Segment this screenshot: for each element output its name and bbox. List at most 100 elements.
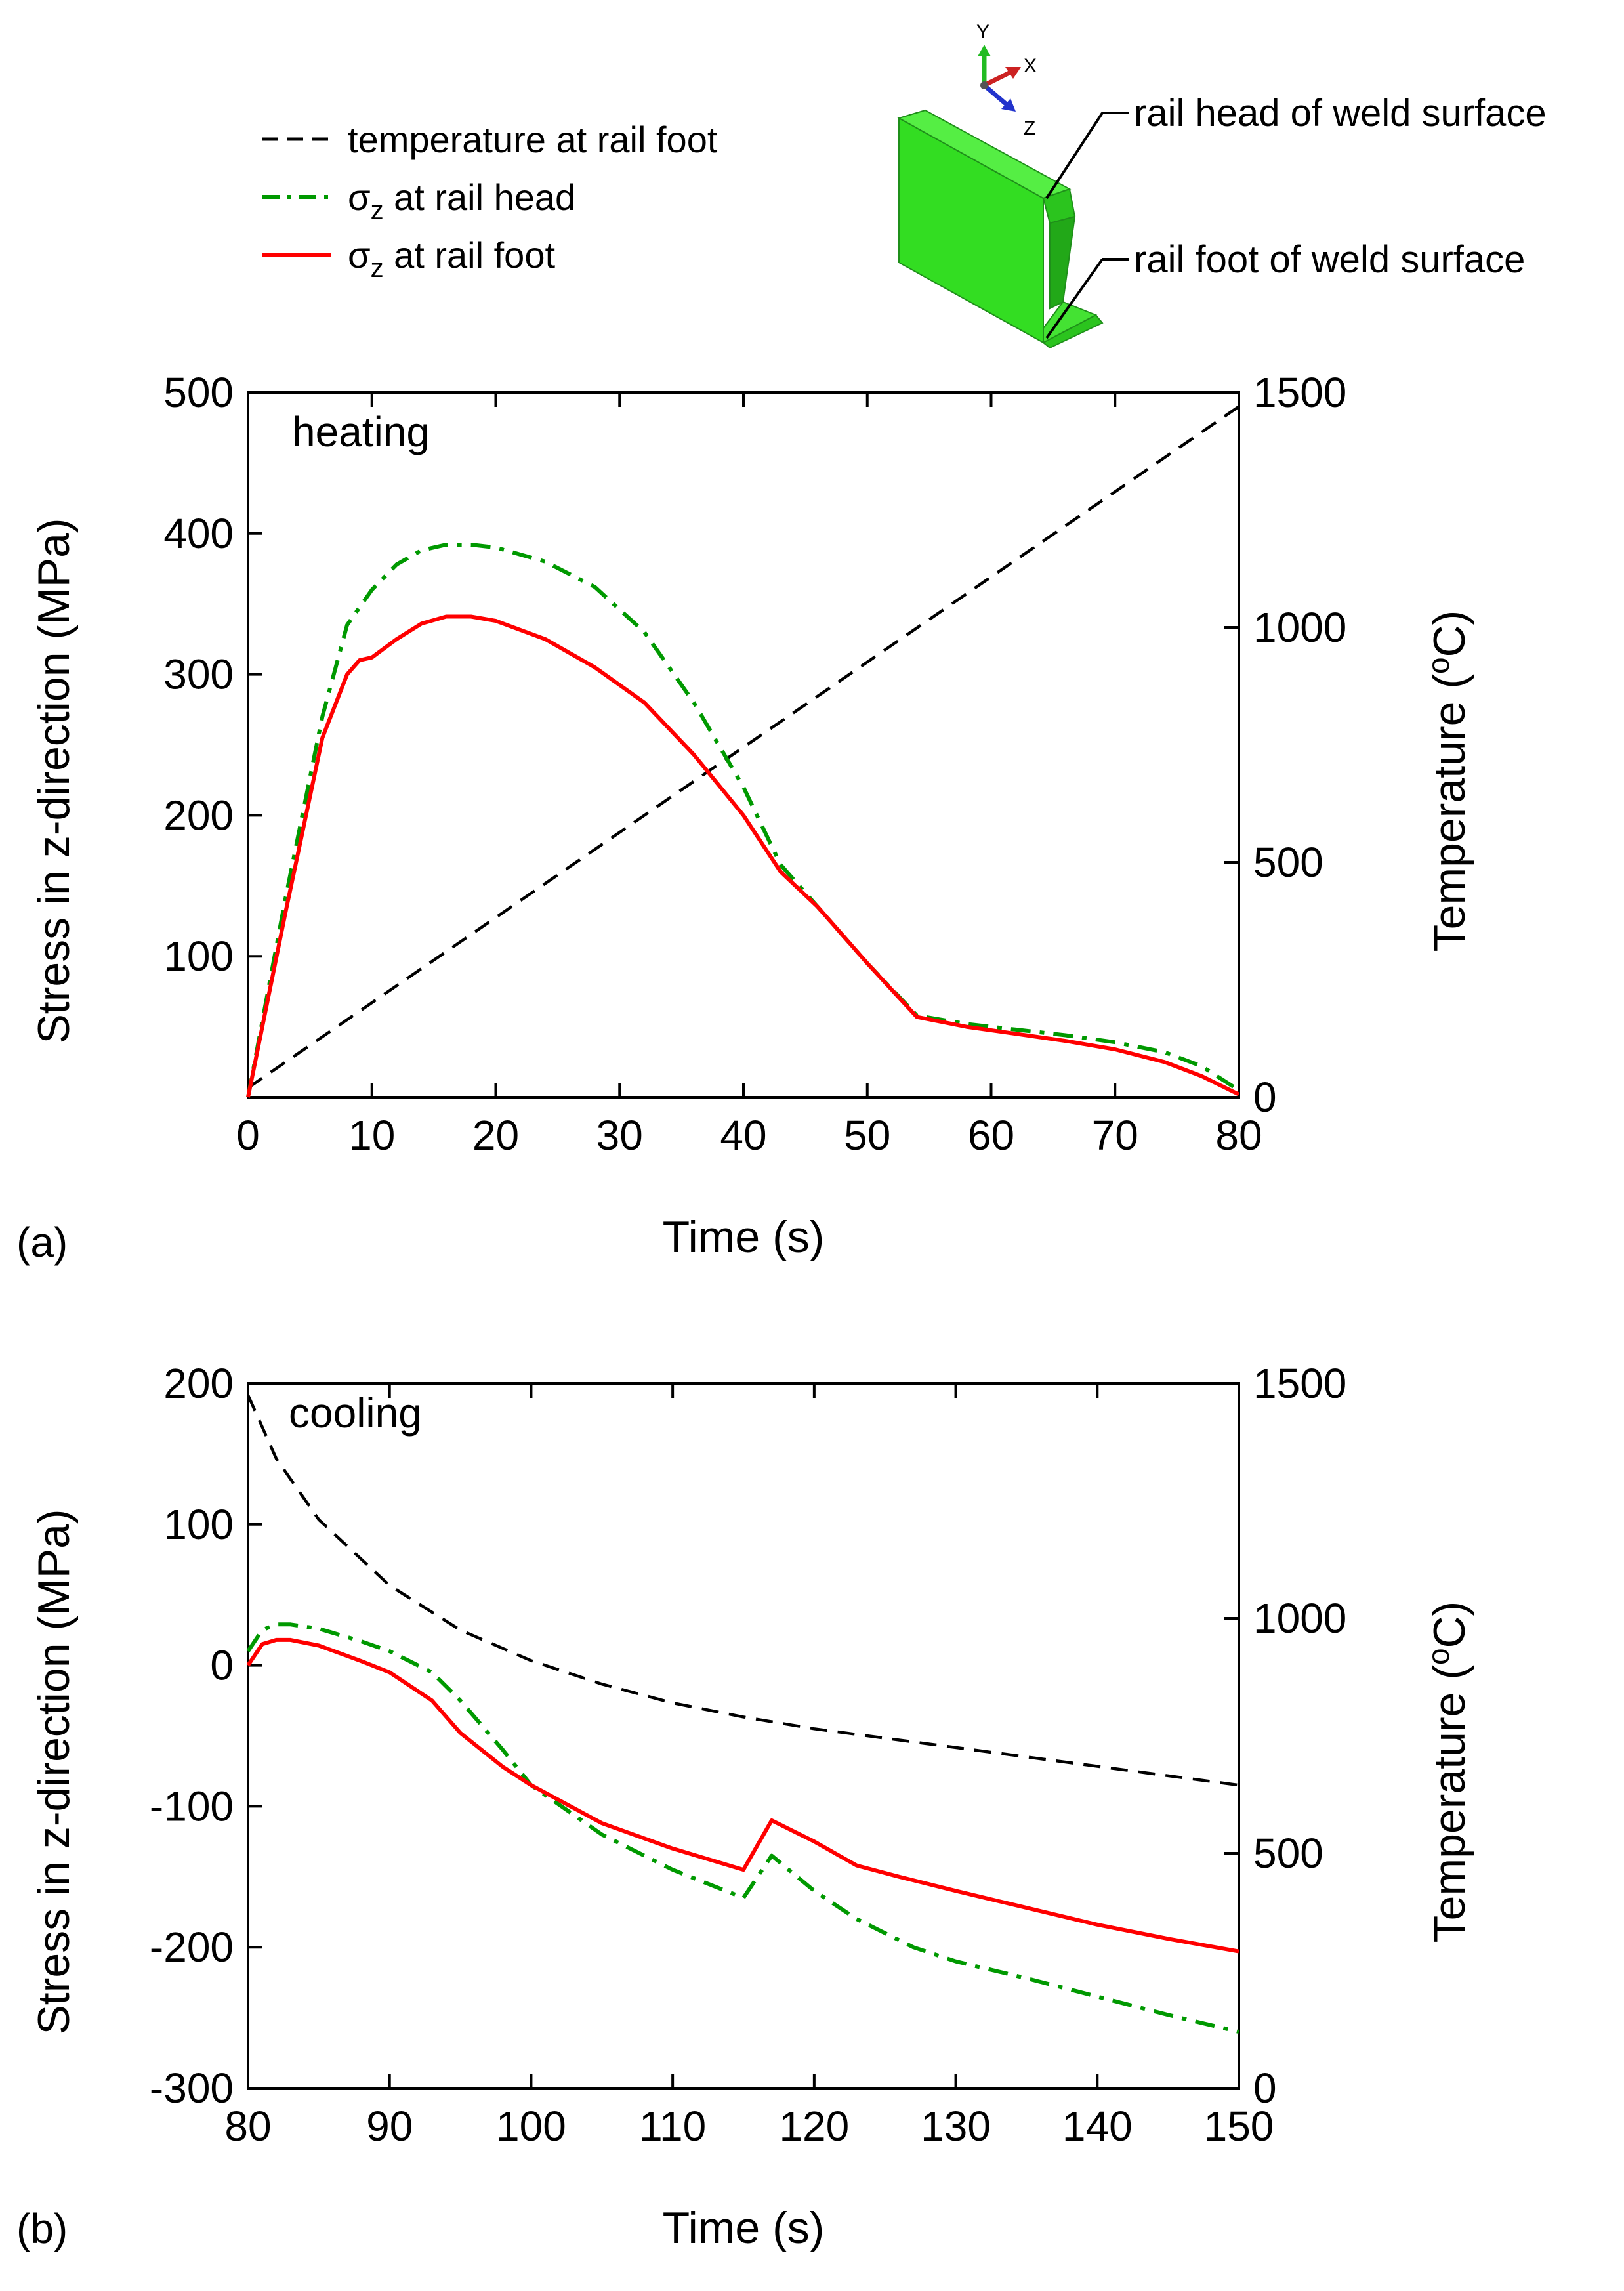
annotation-heating: heating [292, 408, 430, 455]
y-tick-label: 400 [163, 510, 234, 557]
x-tick-label: 140 [1062, 2103, 1133, 2150]
series-group-a [246, 405, 1240, 1098]
x-axis-title-a: Time (s) [663, 1212, 825, 1262]
x-tick-labels-a: 0 10 20 30 40 50 60 70 80 [236, 1112, 1262, 1159]
triad-origin [980, 81, 988, 89]
chart-cooling: 80 90 100 110 120 130 140 150 -300 -200 -100 0 100 2… [16, 1360, 1474, 2253]
callout-foot: rail foot of weld surface [1045, 238, 1525, 339]
y2-tick-label: 0 [1253, 2065, 1277, 2112]
legend-head-rest: at rail head [384, 177, 576, 218]
rail-diagram: Y X Z rail head of weld surface rail foo… [897, 21, 1547, 349]
x-tick-label: 80 [1215, 1112, 1262, 1159]
coordinate-triad: Y X Z [976, 21, 1037, 139]
z-axis-arrowhead [1001, 98, 1016, 112]
series-line-rail-foot [246, 614, 1240, 1098]
y2-title-degree-a: o [1421, 657, 1455, 674]
y2-tick-label: 1000 [1253, 604, 1346, 651]
y2-tick-label: 1500 [1253, 1360, 1346, 1407]
y2-title-prefix-b: Temperature ( [1425, 1665, 1474, 1943]
x-tick-label: 30 [596, 1112, 643, 1159]
x-tick-label: 0 [236, 1112, 260, 1159]
y-axis-title-b: Stress in z-direction (MPa) [29, 1509, 79, 2034]
y2-tick-label: 500 [1253, 839, 1323, 886]
x-tick-label: 70 [1092, 1112, 1138, 1159]
y-axis-title-a: Stress in z-direction (MPa) [29, 518, 79, 1043]
y2-tick-label: 1500 [1253, 369, 1346, 416]
y2-tick-labels-b: 0 500 1000 1500 [1253, 1360, 1346, 2112]
y-tick-labels-a: 100 200 300 400 500 [163, 369, 234, 980]
y-tick-labels-b: -300 -200 -100 0 100 200 [150, 1360, 234, 2112]
legend-head-sigma: σ [348, 177, 371, 218]
x-tick-label: 20 [472, 1112, 519, 1159]
panel-label-b: (b) [16, 2205, 68, 2252]
axis-z-label: Z [1024, 117, 1035, 139]
y-tick-label: 100 [163, 933, 234, 980]
legend: temperature at rail foot σz at rail head… [262, 119, 718, 283]
callout-head-text: rail head of weld surface [1134, 92, 1547, 135]
y-tick-label: 200 [163, 1360, 234, 1407]
callout-foot-leader-diag [1045, 258, 1104, 339]
rail-body [897, 109, 1104, 349]
legend-label-rail-foot: σz at rail foot [348, 234, 555, 283]
x-axis-title-b: Time (s) [663, 2203, 825, 2253]
legend-label-rail-head: σz at rail head [348, 177, 575, 225]
y2-axis-title-b: Temperature (oC) [1421, 1601, 1474, 1943]
legend-label-temperature: temperature at rail foot [348, 119, 718, 160]
panel-label-a: (a) [16, 1219, 68, 1266]
rail-foot-top [1043, 301, 1098, 344]
series-line-rail-head [246, 543, 1240, 1098]
y2-title-suffix-b: C) [1425, 1601, 1474, 1649]
y-tick-label: 100 [163, 1501, 234, 1548]
x-tick-label: 40 [720, 1112, 766, 1159]
plot-area-b [247, 1382, 1240, 2090]
y2-title-suffix-a: C) [1425, 610, 1474, 658]
y2-tick-labels-a: 0 500 1000 1500 [1253, 369, 1346, 1121]
y-tick-label: 0 [210, 1642, 234, 1689]
rail-web-face [1049, 215, 1076, 310]
legend-head-sub: z [371, 196, 384, 225]
axis-x-label: X [1024, 55, 1037, 77]
x-tick-label: 90 [366, 2103, 413, 2150]
y-tick-label: 500 [163, 369, 234, 416]
legend-foot-sub: z [371, 254, 384, 283]
y-tick-label: 300 [163, 651, 234, 698]
x-axis-arrowhead [1005, 67, 1021, 79]
series-line-temperature [247, 405, 1240, 1089]
plot-frame-a [247, 391, 1240, 1099]
legend-foot-rest: at rail foot [384, 234, 556, 276]
z-axis-arrow [982, 83, 1009, 107]
x-tick-label: 120 [779, 2103, 849, 2150]
series-line-temperature [246, 1394, 1239, 1787]
y2-tick-label: 1000 [1253, 1595, 1346, 1642]
y-tick-label: -200 [150, 1923, 234, 1971]
y-tick-label: -100 [150, 1782, 234, 1830]
y2-tick-label: 0 [1253, 1074, 1277, 1121]
series-line-rail-foot [246, 1637, 1239, 1954]
series-line-rail-head [246, 1622, 1239, 2034]
x-tick-label: 150 [1204, 2103, 1274, 2150]
legend-foot-sigma: σ [348, 234, 371, 276]
y-tick-label: -300 [150, 2065, 234, 2112]
series-group-b [246, 1394, 1239, 2034]
plot-area-a [247, 391, 1240, 1099]
annotation-cooling: cooling [289, 1389, 422, 1437]
plot-frame-b [247, 1382, 1240, 2090]
callout-foot-text: rail foot of weld surface [1134, 238, 1525, 281]
callout-head-leader-diag [1045, 112, 1104, 200]
x-tick-labels-b: 80 90 100 110 120 130 140 150 [224, 2103, 1274, 2150]
y2-axis-title-a: Temperature (oC) [1421, 610, 1474, 952]
y2-tick-label: 500 [1253, 1830, 1323, 1877]
x-tick-label: 60 [968, 1112, 1014, 1159]
axis-y-label: Y [976, 21, 989, 43]
x-tick-label: 100 [496, 2103, 566, 2150]
x-tick-label: 130 [921, 2103, 991, 2150]
x-tick-label: 110 [639, 2103, 706, 2150]
x-tick-label: 80 [224, 2103, 271, 2150]
y-axis-arrowhead [978, 45, 991, 56]
x-axis-arrow [983, 70, 1012, 88]
y2-title-prefix-a: Temperature ( [1425, 674, 1474, 952]
callout-head: rail head of weld surface [1045, 92, 1547, 200]
x-tick-label: 10 [348, 1112, 395, 1159]
